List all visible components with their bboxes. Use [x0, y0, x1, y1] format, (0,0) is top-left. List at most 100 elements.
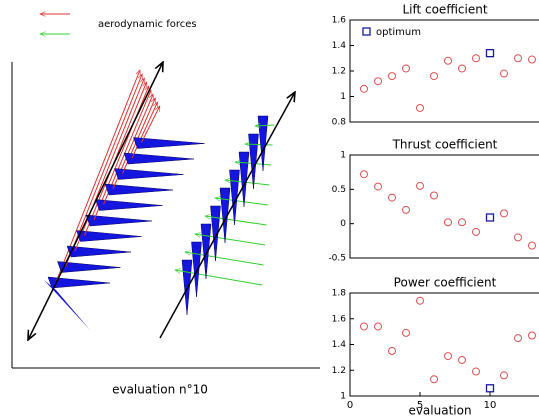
point: [472, 227, 480, 236]
legend-label: aerodynamic forces: [98, 19, 197, 30]
point: [430, 191, 438, 200]
wing: [210, 205, 221, 262]
wing: [95, 199, 163, 211]
point: [500, 371, 508, 380]
point: [416, 103, 424, 112]
point: [402, 64, 410, 73]
axes-frame: [349, 292, 539, 397]
y-tick-label: 0.8: [332, 118, 347, 128]
point: [402, 328, 410, 337]
axis-arrow: [59, 62, 163, 276]
y-tick-label: 0.5: [332, 185, 346, 195]
force-arrow: [175, 270, 263, 286]
point: [528, 241, 536, 250]
point: [528, 331, 536, 340]
force-arrow: [215, 198, 269, 206]
point: [514, 54, 522, 63]
point: [360, 84, 368, 93]
point: [485, 213, 495, 222]
point: [402, 205, 410, 214]
point: [430, 375, 438, 384]
y-tick-label: 1: [340, 392, 346, 402]
force-arrow: [245, 144, 273, 145]
point: [444, 352, 452, 361]
point: [458, 64, 466, 73]
y-tick-label: 1: [340, 151, 346, 161]
point: [388, 346, 396, 355]
x-tick-label: 0: [347, 400, 353, 411]
y-tick-label: 1.8: [332, 289, 347, 299]
point: [416, 181, 424, 190]
y-tick-label: 0: [340, 219, 346, 229]
point: [374, 77, 382, 86]
wing: [85, 214, 153, 227]
point: [500, 69, 508, 78]
point: [444, 218, 452, 227]
point: [500, 209, 508, 218]
y-tick-label: 1: [340, 92, 346, 102]
point: [374, 182, 382, 191]
force-arrow: [74, 78, 144, 252]
force-arrow: [225, 180, 270, 186]
point: [485, 49, 495, 58]
point: [472, 54, 480, 63]
wing: [219, 187, 231, 244]
axis-arrow: [28, 274, 61, 340]
force-arrow: [131, 102, 159, 159]
y-tick-label: 1.4: [332, 340, 347, 350]
point: [458, 355, 466, 364]
legend-marker: [362, 27, 371, 36]
point: [472, 367, 480, 376]
force-arrow: [141, 106, 161, 143]
wing: [133, 137, 205, 149]
y-tick-label: -0.5: [328, 254, 346, 264]
illustration: aerodynamic forces evaluation n°10: [11, 14, 320, 397]
wing: [114, 168, 184, 180]
force-arrow: [255, 125, 275, 126]
wing: [191, 241, 202, 298]
force-arrow: [195, 234, 266, 246]
force-arrow: [93, 86, 149, 221]
y-tick-label: 1.2: [332, 366, 346, 376]
x-tick-label: 5: [417, 400, 423, 411]
y-tick-label: 1.6: [332, 314, 347, 324]
force-arrow: [185, 252, 264, 266]
point: [514, 334, 522, 343]
force-arrow: [205, 216, 267, 226]
point: [388, 193, 396, 202]
point: [416, 296, 424, 305]
point: [485, 384, 495, 393]
wing: [200, 223, 212, 280]
wing: [66, 245, 132, 258]
wing: [44, 280, 90, 330]
wing: [123, 152, 195, 165]
wing: [229, 169, 240, 226]
point: [430, 72, 438, 81]
axis-arrow: [159, 92, 295, 339]
point: [458, 218, 466, 227]
chart-title: Thrust coefficient: [392, 138, 498, 152]
point: [528, 55, 536, 64]
point: [514, 233, 522, 242]
y-tick-label: 1.6: [332, 16, 347, 26]
point: [444, 56, 452, 65]
point: [360, 170, 368, 179]
wing: [57, 261, 121, 273]
wing: [248, 133, 259, 190]
wing: [104, 183, 174, 196]
wing: [47, 276, 111, 289]
y-tick-label: 1.2: [332, 67, 346, 77]
legend-label: optimum: [376, 27, 421, 38]
x-axis-label: evaluation: [408, 404, 471, 418]
point: [360, 322, 368, 331]
x-tick-label: 10: [484, 400, 497, 411]
wing: [257, 115, 269, 172]
point: [388, 72, 396, 81]
chart-title: Lift coefficient: [402, 3, 487, 17]
axes-frame: [349, 154, 539, 259]
chart-title: Power coefficient: [394, 276, 497, 290]
caption: evaluation n°10: [112, 383, 208, 397]
point: [374, 322, 382, 331]
y-tick-label: 1.4: [332, 41, 347, 51]
